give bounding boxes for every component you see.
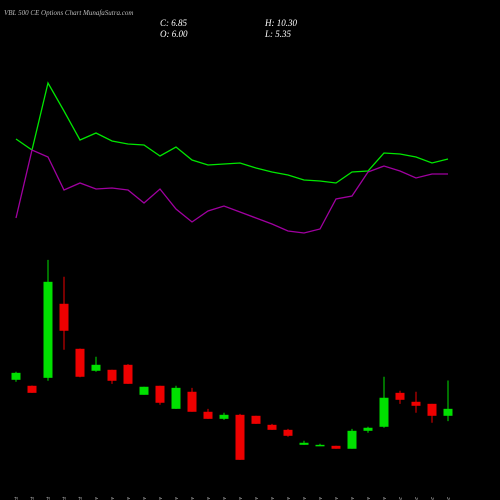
x-tick-label: 07 Nov	[142, 497, 148, 500]
candle-body	[187, 391, 197, 412]
candle-body	[139, 386, 149, 395]
candle-body	[315, 444, 325, 447]
x-tick-label: 21 Nov	[302, 497, 308, 500]
x-tick-label: 06 Nov	[126, 497, 132, 500]
x-tick-label: 12 Nov	[190, 497, 196, 500]
x-tick-label: 20 Nov	[286, 497, 292, 500]
candle-body	[43, 281, 53, 378]
x-tick-label: 28 Oct	[30, 497, 36, 500]
x-tick-label: 04 Dec	[445, 497, 452, 500]
candle-body	[171, 387, 181, 409]
candle-body	[27, 385, 37, 393]
indicator-line	[15, 81, 449, 184]
x-tick-label: 18 Nov	[254, 497, 260, 500]
candle-body	[411, 401, 421, 406]
x-tick-label: 27 Oct	[14, 497, 20, 500]
indicator-line	[15, 149, 448, 234]
x-tick-label: 31 Oct	[78, 497, 84, 500]
candle-body	[379, 397, 389, 427]
x-tick-label: 26 Nov	[350, 497, 356, 500]
close-label: C: 6.85	[160, 18, 188, 28]
x-tick-label: 14 Nov	[221, 497, 228, 500]
candle-body	[427, 403, 437, 416]
candle-body	[155, 385, 165, 403]
x-tick-label: 02 Dec	[414, 497, 420, 500]
candle-body	[107, 369, 117, 381]
candle-body	[11, 372, 21, 380]
x-tick-label: 25 Nov	[334, 497, 340, 500]
x-tick-label: 17 Nov	[238, 497, 244, 500]
candle-body	[75, 348, 85, 377]
x-tick-label: 04 Nov	[109, 497, 116, 500]
candle-body	[299, 442, 309, 445]
candle-body	[91, 364, 101, 371]
x-tick-label: 19 Nov	[270, 497, 276, 500]
candle-body	[395, 392, 405, 400]
x-tick-label: 03 Nov	[94, 497, 100, 500]
candle-body	[443, 408, 453, 416]
high-label: H: 10.30	[264, 18, 297, 28]
open-label: O: 6.00	[160, 29, 188, 39]
candle-body	[123, 364, 133, 384]
candle-body	[331, 445, 341, 449]
x-tick-label: 29 Oct	[46, 497, 52, 500]
chart-title: VBL 500 CE Options Chart MunafaSutra.com	[4, 9, 133, 17]
x-tick-label: 30 Oct	[62, 497, 68, 500]
candle-body	[59, 303, 69, 331]
candle-body	[251, 415, 261, 424]
candle-body	[203, 411, 213, 419]
x-tick-label: 11 Nov	[174, 497, 180, 500]
candle-body	[363, 427, 373, 431]
low-label: L: 5.35	[264, 29, 292, 39]
x-tick-label: 03 Dec	[430, 497, 436, 500]
candle-body	[219, 414, 229, 419]
candle-body	[347, 430, 357, 449]
x-tick-label: 13 Nov	[206, 497, 212, 500]
x-tick-label: 28 Nov	[382, 497, 388, 500]
x-tick-label: 27 Nov	[366, 497, 372, 500]
candle-body	[267, 424, 277, 430]
x-tick-label: 01 Dec	[398, 497, 404, 500]
candle-body	[283, 429, 293, 436]
x-tick-label: 24 Nov	[317, 497, 324, 500]
x-tick-label: 10 Nov	[158, 497, 164, 500]
candle-body	[235, 414, 245, 460]
